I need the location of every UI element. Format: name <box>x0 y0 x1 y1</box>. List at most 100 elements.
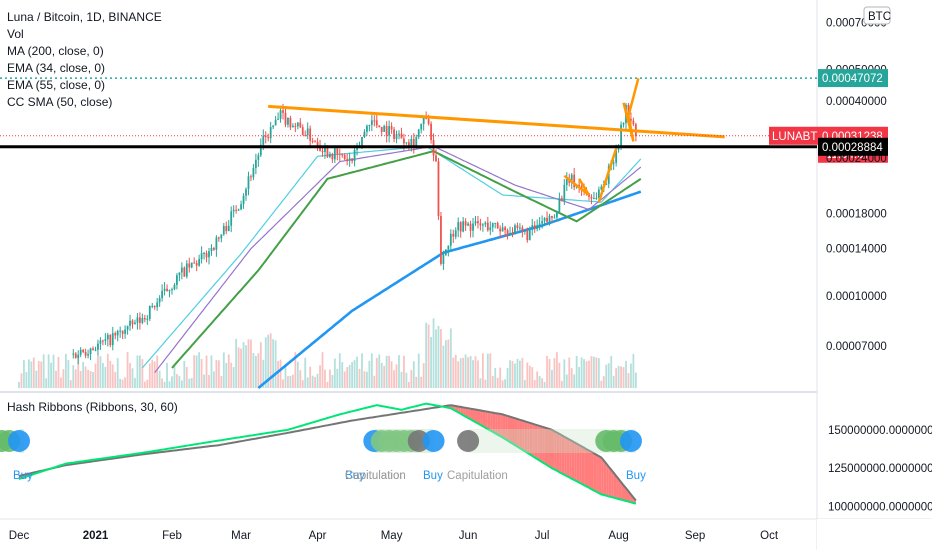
candle-body <box>148 305 151 319</box>
capitulation-ribbon <box>554 431 557 471</box>
candle-body <box>543 217 546 222</box>
candle-body <box>287 117 289 125</box>
indicator-ma200[interactable]: MA (200, close, 0) <box>7 44 104 58</box>
capitulation-ribbon <box>517 419 520 449</box>
candle-body <box>457 222 460 231</box>
candle-body <box>213 247 215 250</box>
volume-bar <box>121 379 124 388</box>
volume-bar <box>205 355 208 388</box>
volume-bar <box>560 381 563 388</box>
candle-body <box>548 215 551 222</box>
volume-bar <box>486 353 489 388</box>
volume-bar <box>452 357 455 388</box>
candle-body <box>533 225 536 230</box>
capitulation-ribbon <box>598 456 602 495</box>
volume-bar <box>89 371 92 388</box>
indicator-ema55[interactable]: EMA (55, close, 0) <box>7 78 106 92</box>
candle-body <box>600 186 603 190</box>
candle-body <box>541 221 544 224</box>
candle-body <box>242 195 245 205</box>
volume-bar <box>316 373 319 388</box>
hash-ribbons-title[interactable]: Hash Ribbons (Ribbons, 30, 60) <box>7 400 178 414</box>
capitulation-ribbon <box>512 417 515 446</box>
symbol-title[interactable]: Luna / Bitcoin, 1D, BINANCE <box>7 10 162 24</box>
candle-body <box>479 223 482 226</box>
volume-bar <box>368 360 371 388</box>
candle-body <box>489 227 492 231</box>
candle-body <box>361 136 363 146</box>
volume-bar <box>442 345 445 388</box>
volume-bar <box>617 365 620 388</box>
symbol-tag <box>769 126 818 145</box>
volume-bar <box>329 369 331 388</box>
capitulation-ribbon <box>559 433 562 474</box>
volume-bar <box>284 363 287 388</box>
candle-body <box>440 216 442 264</box>
volume-bar <box>472 360 474 388</box>
capitulation-ribbon <box>621 482 624 501</box>
capitulation-ribbon <box>606 463 609 497</box>
capitulation-ribbon <box>539 425 543 463</box>
volume-bar <box>588 360 590 388</box>
volume-bar <box>60 377 62 388</box>
volume-bar <box>116 358 119 388</box>
volume-bar <box>134 377 136 388</box>
candle-body <box>452 233 455 237</box>
volume-bar <box>580 357 583 388</box>
volume-bar <box>227 354 230 388</box>
volume-bar <box>494 367 497 388</box>
volume-bar <box>183 360 186 388</box>
candle-body <box>378 125 381 127</box>
volume-bar <box>52 354 55 388</box>
volume-bar <box>558 362 561 388</box>
capitulation-ribbon <box>510 416 513 444</box>
candle-body <box>506 230 509 235</box>
time-tick-label: Feb <box>162 530 182 542</box>
volume-bar <box>119 378 122 388</box>
support-price-value: 0.00028884 <box>822 142 883 154</box>
candle-body <box>222 225 225 235</box>
volume-bar <box>190 378 193 388</box>
capitulation-ribbon <box>569 439 572 479</box>
volume-bar <box>422 363 425 388</box>
candle-body <box>252 168 255 178</box>
candle-body <box>477 221 479 224</box>
capitulation-ribbon <box>542 426 545 464</box>
candle-body <box>183 267 186 277</box>
price-tick-label: 0.00010000 <box>826 291 887 303</box>
volume-bar <box>533 380 536 388</box>
volume-bar <box>47 354 50 388</box>
volume-bar <box>546 355 548 388</box>
candle-body <box>230 211 233 226</box>
volume-bar <box>230 362 233 388</box>
capitulation-circle <box>457 430 480 452</box>
candle-body <box>291 125 294 128</box>
indicator-ema34[interactable]: EMA (34, close, 0) <box>7 61 106 75</box>
volume-bar <box>612 375 615 388</box>
candle-body <box>597 189 600 198</box>
volume-bar <box>136 355 139 388</box>
candle-body <box>553 217 556 219</box>
indicator-ccsma50[interactable]: CC SMA (50, close) <box>7 95 113 109</box>
volume-bar <box>55 370 57 388</box>
volume-bar <box>548 358 551 388</box>
candle-body <box>331 153 334 160</box>
buy-circle <box>619 430 642 452</box>
candle-body <box>195 263 198 266</box>
candle-body <box>309 128 312 141</box>
candle-body <box>119 330 122 332</box>
volume-bar <box>294 352 297 388</box>
candle-body <box>511 233 514 235</box>
capitulation-ribbon <box>527 422 530 455</box>
volume-bar <box>306 377 309 388</box>
candle-body <box>617 147 620 150</box>
target-price-value: 0.00047072 <box>822 73 883 85</box>
candle-body <box>370 120 373 125</box>
volume-bar <box>215 359 218 388</box>
candle-body <box>134 322 136 325</box>
indicator-vol[interactable]: Vol <box>7 27 24 41</box>
candle-body <box>151 305 154 307</box>
volume-bar <box>605 364 608 388</box>
candle-body <box>469 223 472 231</box>
